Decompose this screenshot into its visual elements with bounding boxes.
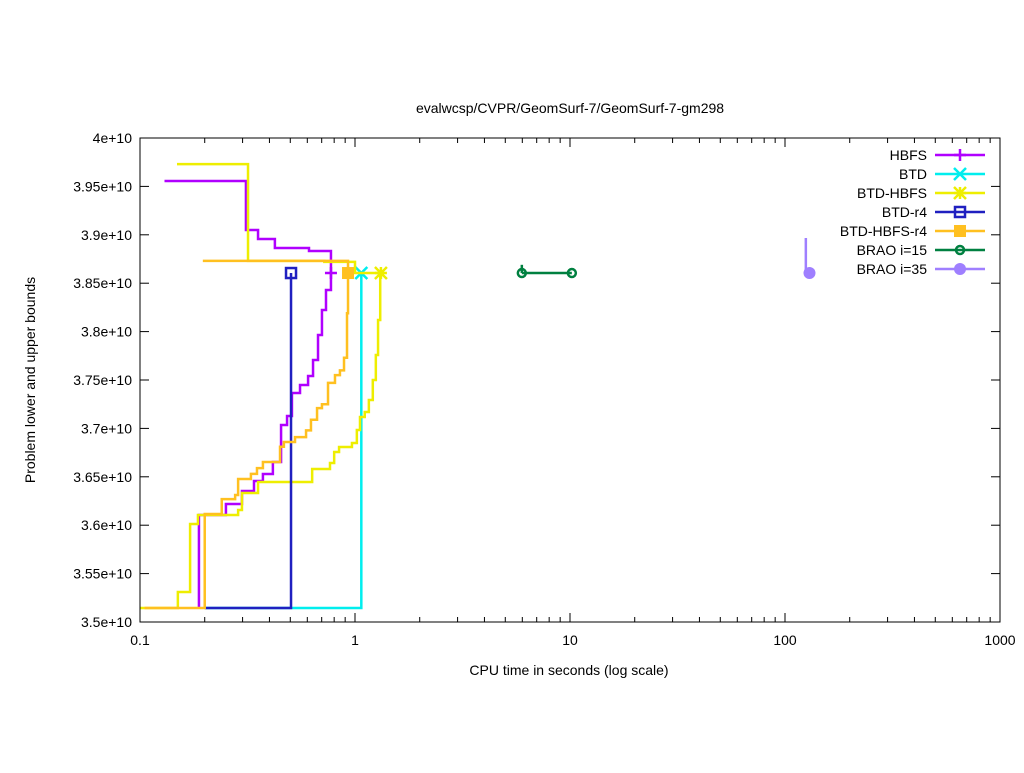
series-btd-hbfs-r4-final-marker (342, 267, 355, 280)
x-tick-label: 100 (773, 632, 797, 648)
x-axis-label: CPU time in seconds (log scale) (469, 662, 668, 678)
axes: 0.1 1 10 100 1000 3.5e+10 3.55e+10 3.6e+10 3.65e… (73, 130, 1016, 648)
y-tick-label: 3.9e+10 (81, 227, 132, 243)
legend-label: HBFS (890, 147, 927, 163)
legend-marker-sample (953, 205, 967, 219)
legend-marker-sample (954, 244, 966, 256)
series-hbfs-lower-bound-line (197, 273, 333, 608)
series-brao-i-15-final-marker (566, 267, 578, 279)
plot-area (140, 162, 816, 610)
series-hbfs-upper-bound-line (164, 179, 333, 274)
legend-item-btd-hbfs-r4: BTD-HBFS-r4 (840, 223, 985, 239)
series-btd-r4-final-marker (284, 266, 298, 280)
x-tick-label: 0.1 (130, 632, 150, 648)
plot-frame (139, 137, 1001, 623)
x-tick-label: 10 (562, 632, 578, 648)
legend: HBFS BTD BTD-HBFS BTD-r4 BTD-HBFS-r4 BRAO i=1… (840, 147, 985, 277)
y-tick-label: 3.8e+10 (81, 324, 132, 340)
series-hbfs-final-marker (324, 267, 337, 280)
legend-marker-sample (953, 167, 967, 181)
y-tick-label: 3.65e+10 (73, 469, 132, 485)
legend-marker-sample (954, 225, 966, 237)
legend-marker-sample (954, 263, 966, 275)
series-btd-hbfs-r4 (144, 259, 355, 610)
legend-item-btd-r4: BTD-r4 (882, 204, 985, 220)
legend-label: BTD-r4 (882, 204, 927, 220)
y-tick-label: 3.95e+10 (73, 178, 132, 194)
series-brao-i-15 (516, 264, 578, 279)
y-tick-label: 3.5e+10 (81, 614, 132, 630)
y-tick-label: 3.85e+10 (73, 275, 132, 291)
series-brao-i-15-marker (516, 267, 528, 279)
y-tick-label: 3.6e+10 (81, 517, 132, 533)
legend-item-hbfs: HBFS (890, 147, 985, 163)
legend-item-brao-i-35: BRAO i=35 (857, 261, 985, 277)
legend-item-btd: BTD (899, 166, 985, 182)
legend-item-btd-hbfs: BTD-HBFS (857, 185, 985, 201)
y-axis-label: Problem lower and upper bounds (22, 277, 38, 483)
chart-title: evalwcsp/CVPR/GeomSurf-7/GeomSurf-7-gm29… (416, 100, 724, 116)
series-btd-r4-lower-bound-line (204, 273, 293, 610)
y-tick-label: 3.75e+10 (73, 372, 132, 388)
legend-label: BTD-HBFS (857, 185, 927, 201)
legend-item-brao-i-15: BRAO i=15 (857, 242, 985, 258)
y-tick-label: 3.7e+10 (81, 420, 132, 436)
legend-marker-sample (954, 149, 966, 161)
legend-label: BTD (899, 166, 927, 182)
x-tick-label: 1000 (984, 632, 1015, 648)
series-btd-hbfs-r4-lower-bound-line (144, 273, 350, 610)
legend-label: BRAO i=35 (857, 261, 928, 277)
y-tick-label: 4e+10 (93, 130, 133, 146)
series-btd-r4 (204, 266, 298, 610)
legend-label: BRAO i=15 (857, 242, 928, 258)
legend-label: BTD-HBFS-r4 (840, 223, 927, 239)
y-tick-label: 3.55e+10 (73, 566, 132, 582)
series-brao-i-35 (803, 237, 816, 280)
x-tick-label: 1 (351, 632, 359, 648)
series-hbfs (164, 179, 337, 608)
series-brao-i-35-final-marker (803, 267, 816, 280)
legend-marker-sample (953, 186, 967, 200)
series-btd-hbfs-final-marker (374, 266, 388, 280)
